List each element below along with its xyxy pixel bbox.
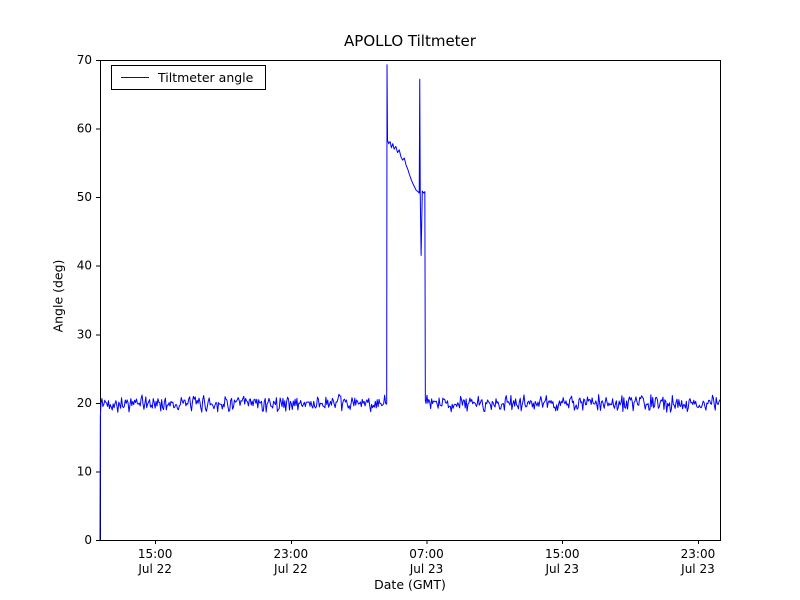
x-tick-label-time: 23:00	[681, 547, 716, 561]
y-tick-label: 0	[84, 533, 92, 547]
legend: Tiltmeter angle	[111, 65, 267, 90]
y-tick-label: 60	[77, 122, 92, 136]
x-tick-label-date: Jul 23	[409, 562, 444, 576]
x-tick-label-date: Jul 23	[680, 562, 715, 576]
axes-frame	[100, 60, 721, 541]
x-tick-label-date: Jul 22	[273, 562, 308, 576]
x-tick-label-time: 15:00	[138, 547, 173, 561]
legend-label: Tiltmeter angle	[158, 70, 254, 85]
y-tick-label: 10	[77, 464, 92, 478]
tiltmeter-angle-line	[99, 64, 721, 541]
y-tick-label: 30	[77, 327, 92, 341]
chart-title: APOLLO Tiltmeter	[344, 32, 476, 50]
legend-line-sample	[121, 77, 149, 78]
y-axis-label: Angle (deg)	[50, 259, 66, 333]
x-tick-label-time: 23:00	[274, 547, 309, 561]
y-tick-label: 70	[77, 53, 92, 67]
x-tick-label-time: 15:00	[545, 547, 580, 561]
y-tick-label: 20	[77, 396, 92, 410]
y-axis-ticks: 0 10 20 30 40 50 60 70	[77, 53, 100, 547]
y-tick-label: 40	[77, 259, 92, 273]
x-tick-label-time: 07:00	[409, 547, 444, 561]
x-axis-label: Date (GMT)	[374, 577, 446, 592]
y-tick-label: 50	[77, 190, 92, 204]
x-tick-label-date: Jul 23	[544, 562, 579, 576]
x-tick-label-date: Jul 22	[137, 562, 172, 576]
